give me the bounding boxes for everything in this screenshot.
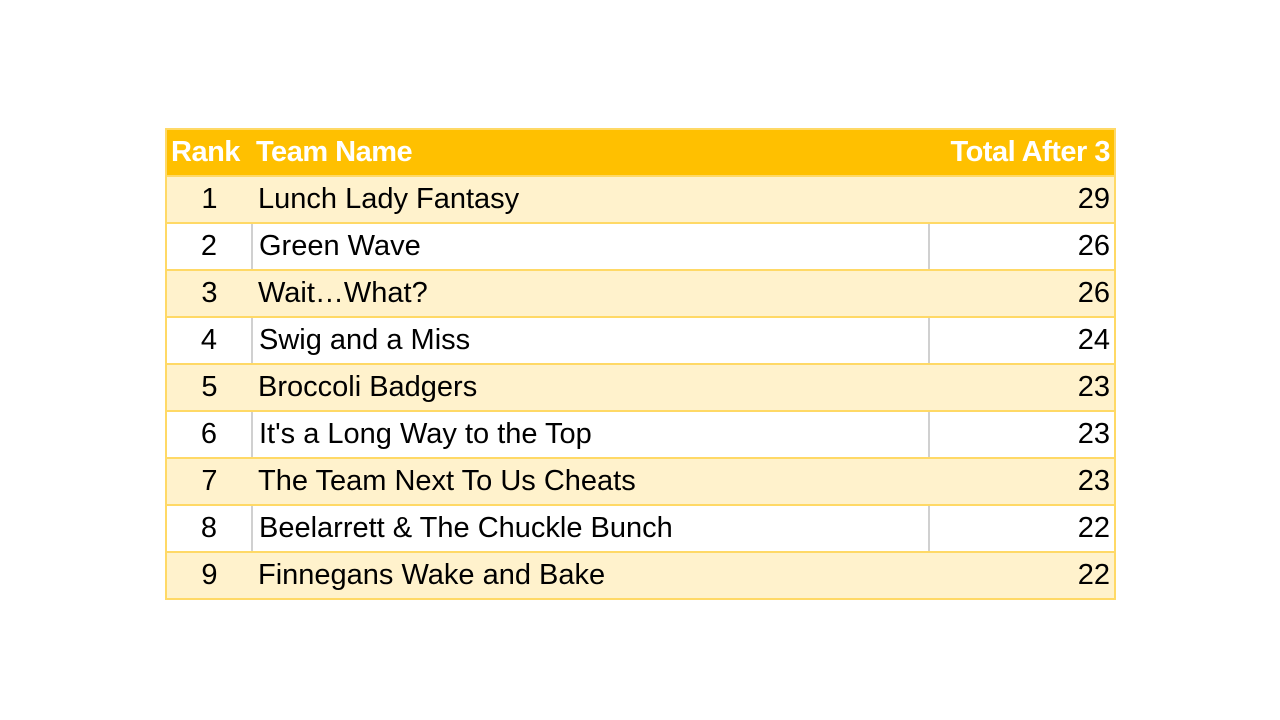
total-cell: 23 xyxy=(929,410,1115,459)
table-row: 6 It's a Long Way to the Top 23 xyxy=(166,410,1115,459)
total-cell: 22 xyxy=(929,504,1115,553)
team-name-cell: It's a Long Way to the Top xyxy=(251,410,930,459)
table-row: 8 Beelarrett & The Chuckle Bunch 22 xyxy=(166,504,1115,553)
rank-cell: 5 xyxy=(166,363,252,412)
table-row: 5 Broccoli Badgers 23 xyxy=(166,363,1115,412)
rank-cell: 4 xyxy=(166,316,252,365)
total-cell: 29 xyxy=(929,175,1115,224)
total-cell: 22 xyxy=(929,551,1115,600)
rank-cell: 2 xyxy=(166,222,252,271)
rank-cell: 9 xyxy=(166,551,252,600)
team-name-cell: Green Wave xyxy=(251,222,930,271)
table-row: 3 Wait…What? 26 xyxy=(166,269,1115,318)
rank-cell: 6 xyxy=(166,410,252,459)
team-name-cell: Finnegans Wake and Bake xyxy=(252,551,929,600)
rank-cell: 1 xyxy=(166,175,252,224)
header-rank: Rank xyxy=(166,128,252,177)
table-row: 4 Swig and a Miss 24 xyxy=(166,316,1115,365)
leaderboard-table: Rank Team Name Total After 3 1 Lunch Lady… xyxy=(165,128,1116,600)
total-cell: 26 xyxy=(929,269,1115,318)
team-name-cell: Beelarrett & The Chuckle Bunch xyxy=(251,504,930,553)
table-row: 2 Green Wave 26 xyxy=(166,222,1115,271)
team-name-cell: Lunch Lady Fantasy xyxy=(252,175,929,224)
table-row: 9 Finnegans Wake and Bake 22 xyxy=(166,551,1115,600)
total-cell: 26 xyxy=(929,222,1115,271)
team-name-cell: The Team Next To Us Cheats xyxy=(252,457,929,506)
total-cell: 23 xyxy=(929,363,1115,412)
rank-cell: 7 xyxy=(166,457,252,506)
total-cell: 24 xyxy=(929,316,1115,365)
team-name-cell: Wait…What? xyxy=(252,269,929,318)
header-row: Rank Team Name Total After 3 xyxy=(166,128,1115,177)
team-name-cell: Swig and a Miss xyxy=(251,316,930,365)
rank-cell: 3 xyxy=(166,269,252,318)
team-name-cell: Broccoli Badgers xyxy=(252,363,929,412)
table-row: 1 Lunch Lady Fantasy 29 xyxy=(166,175,1115,224)
total-cell: 23 xyxy=(929,457,1115,506)
header-team-name: Team Name xyxy=(252,128,929,177)
header-total: Total After 3 xyxy=(929,128,1115,177)
table-row: 7 The Team Next To Us Cheats 23 xyxy=(166,457,1115,506)
rank-cell: 8 xyxy=(166,504,252,553)
